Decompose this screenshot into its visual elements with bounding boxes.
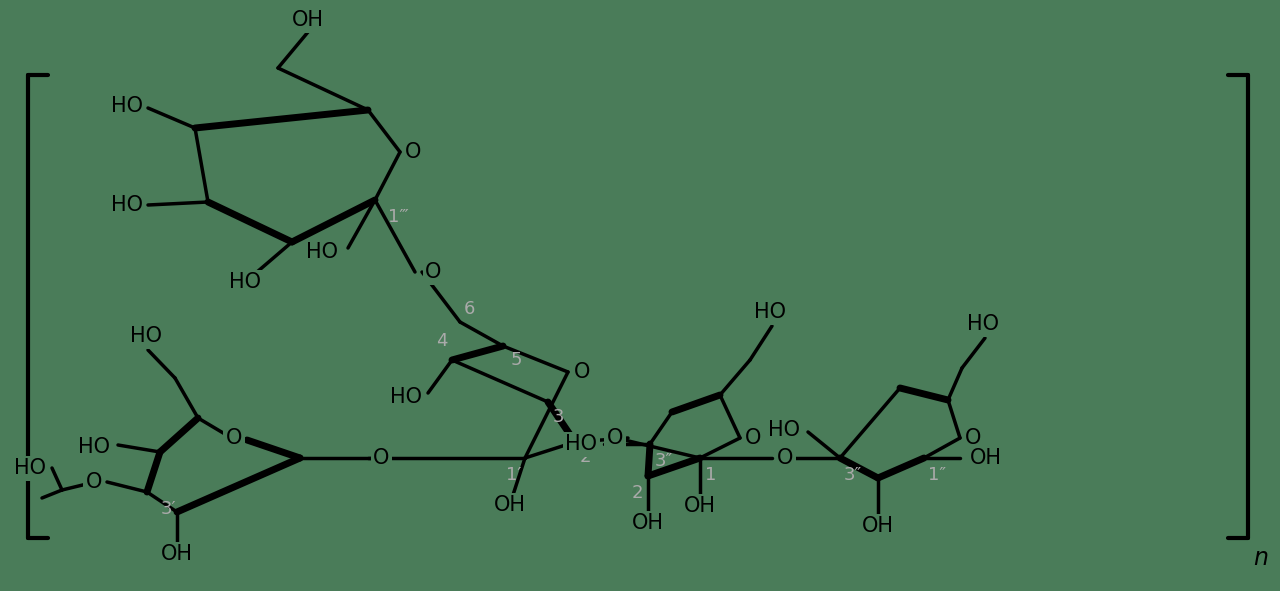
Text: 5: 5 xyxy=(511,351,522,369)
Text: OH: OH xyxy=(161,544,193,564)
Text: O: O xyxy=(777,448,794,468)
Text: O: O xyxy=(745,428,762,448)
Text: HO: HO xyxy=(229,272,261,292)
Text: n: n xyxy=(1253,546,1268,570)
Text: HO: HO xyxy=(966,314,998,334)
Text: O: O xyxy=(372,448,389,468)
Text: OH: OH xyxy=(861,516,893,536)
Text: HO: HO xyxy=(306,242,338,262)
Text: 3′: 3′ xyxy=(161,500,177,518)
Text: O: O xyxy=(573,362,590,382)
Text: 1‴: 1‴ xyxy=(388,208,408,226)
Text: 4: 4 xyxy=(436,332,448,350)
Text: 3″: 3″ xyxy=(655,452,673,470)
Text: OH: OH xyxy=(684,496,716,516)
Text: 2: 2 xyxy=(580,448,591,466)
Text: O: O xyxy=(965,428,982,448)
Text: 1′: 1′ xyxy=(506,466,521,484)
Text: HO: HO xyxy=(131,326,163,346)
Text: HO: HO xyxy=(111,195,143,215)
Text: HO: HO xyxy=(14,458,46,478)
Text: 2: 2 xyxy=(631,484,643,502)
Text: OH: OH xyxy=(292,10,324,30)
Text: O: O xyxy=(425,262,442,282)
Text: OH: OH xyxy=(970,448,1002,468)
Text: HO: HO xyxy=(111,96,143,116)
Text: 3: 3 xyxy=(553,408,564,426)
Text: O: O xyxy=(404,142,421,162)
Text: O: O xyxy=(86,472,102,492)
Text: 1″: 1″ xyxy=(928,466,946,484)
Text: HO: HO xyxy=(390,387,422,407)
Text: 3″: 3″ xyxy=(844,466,863,484)
Text: OH: OH xyxy=(632,513,664,533)
Text: OH: OH xyxy=(494,495,526,515)
Text: HO: HO xyxy=(768,420,800,440)
Text: O: O xyxy=(607,428,623,448)
Text: O: O xyxy=(225,428,242,448)
Text: 6: 6 xyxy=(465,300,475,318)
Text: 1: 1 xyxy=(705,466,717,484)
Text: HO: HO xyxy=(564,434,596,454)
Text: HO: HO xyxy=(78,437,110,457)
Text: HO: HO xyxy=(754,302,786,322)
